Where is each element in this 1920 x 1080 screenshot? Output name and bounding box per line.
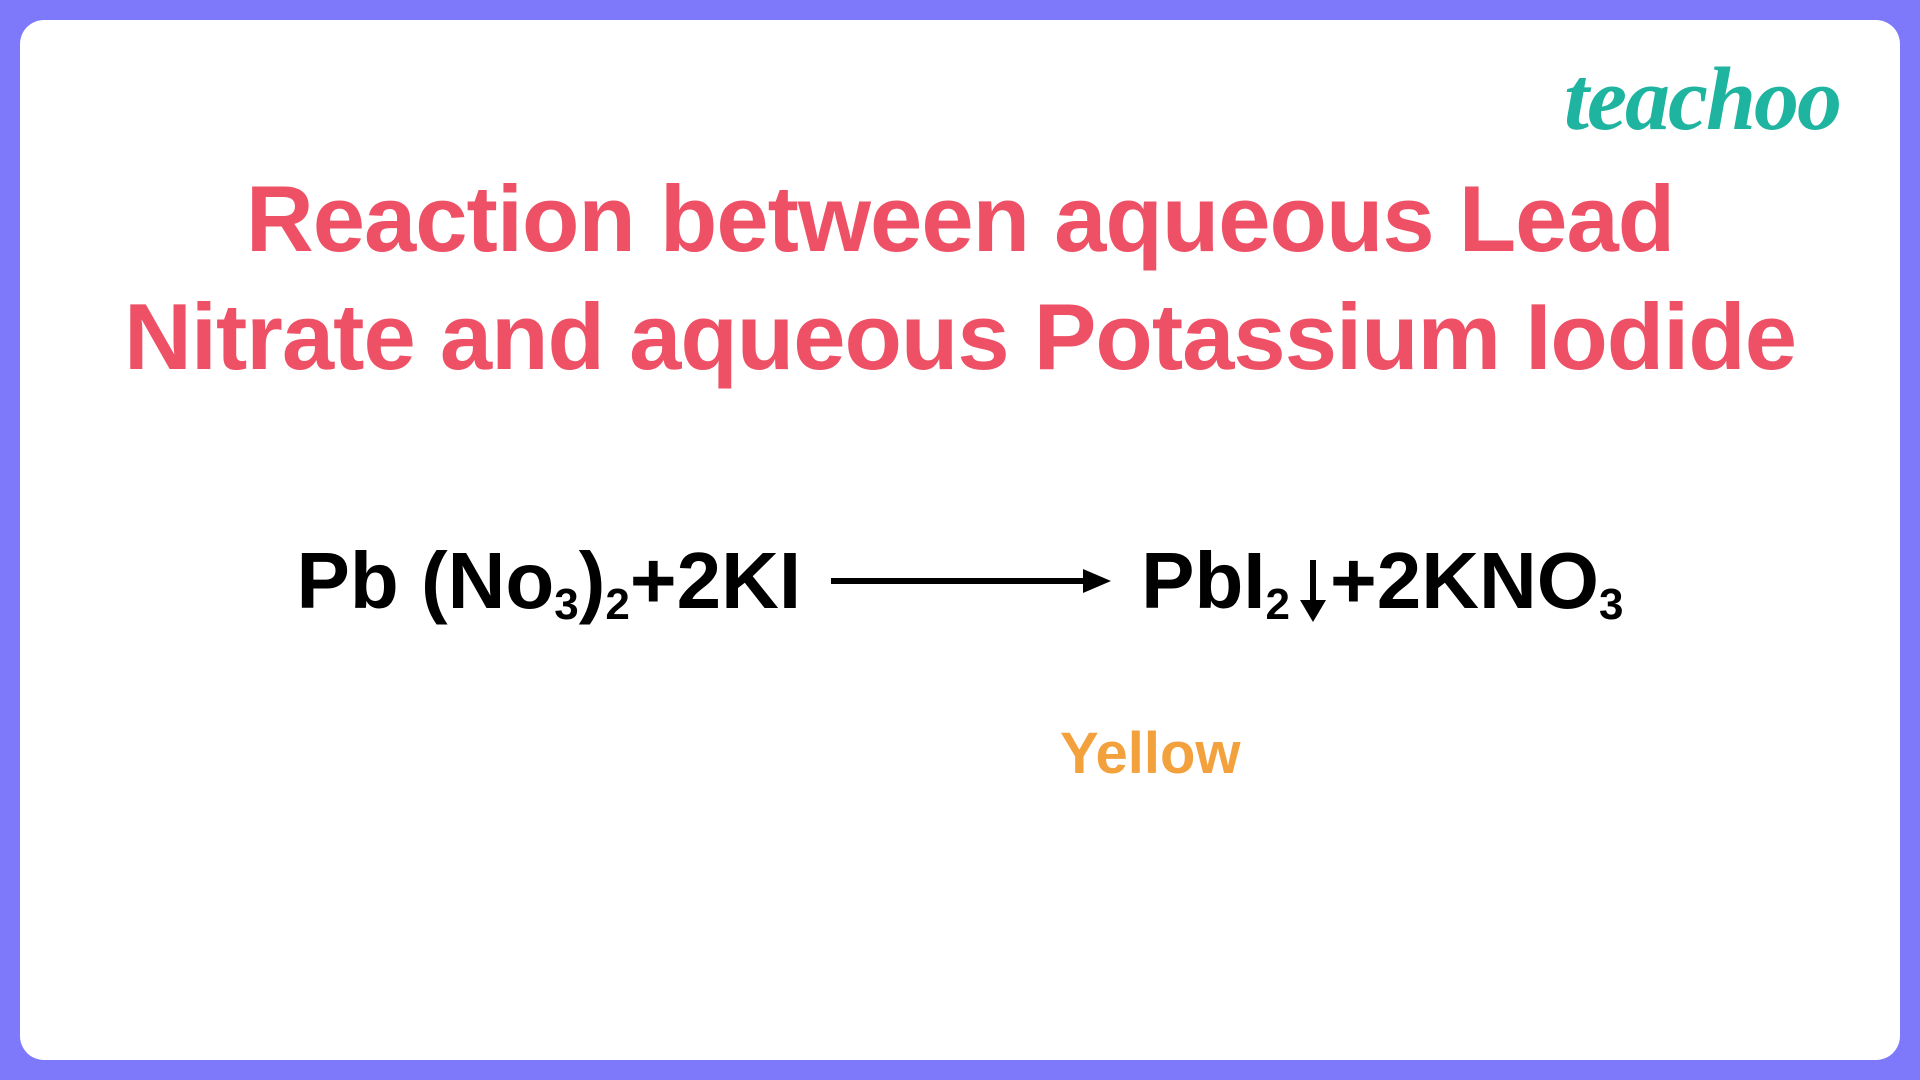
title-line-1: Reaction between aqueous Lead [246,166,1674,271]
chemical-equation: Pb (No3)2 + 2KI PbI2 + 2KNO3 [90,535,1830,627]
reactant-potassium-iodide: 2KI [677,535,802,627]
brand-logo: teachoo [1564,48,1840,151]
product2-sub1: 3 [1599,580,1623,630]
content-panel: teachoo Reaction between aqueous Lead Ni… [20,20,1900,1060]
precipitate-color-annotation: Yellow [1060,720,1241,787]
diagram-title: Reaction between aqueous Lead Nitrate an… [90,160,1830,395]
reaction-arrow-icon [831,561,1111,601]
product-potassium-nitrate-prefix: 2KNO [1377,535,1599,627]
products: PbI2 + 2KNO3 [1141,535,1623,627]
precipitate-down-arrow-icon [1296,560,1330,622]
title-line-2: Nitrate and aqueous Potassium Iodide [124,284,1796,389]
product-lead-iodide-prefix: PbI [1141,535,1265,627]
plus-1: + [630,535,677,627]
reactant1-sub2: 2 [605,580,629,630]
reactant1-sub1: 3 [554,580,578,630]
outer-frame: teachoo Reaction between aqueous Lead Ni… [0,0,1920,1080]
reactant-lead-nitrate: Pb (No3)2 + 2KI [297,535,802,627]
reactant1-mid: ) [579,535,606,627]
product1-sub1: 2 [1266,580,1290,630]
reactant1-prefix: Pb (No [297,535,555,627]
plus-2: + [1330,535,1377,627]
